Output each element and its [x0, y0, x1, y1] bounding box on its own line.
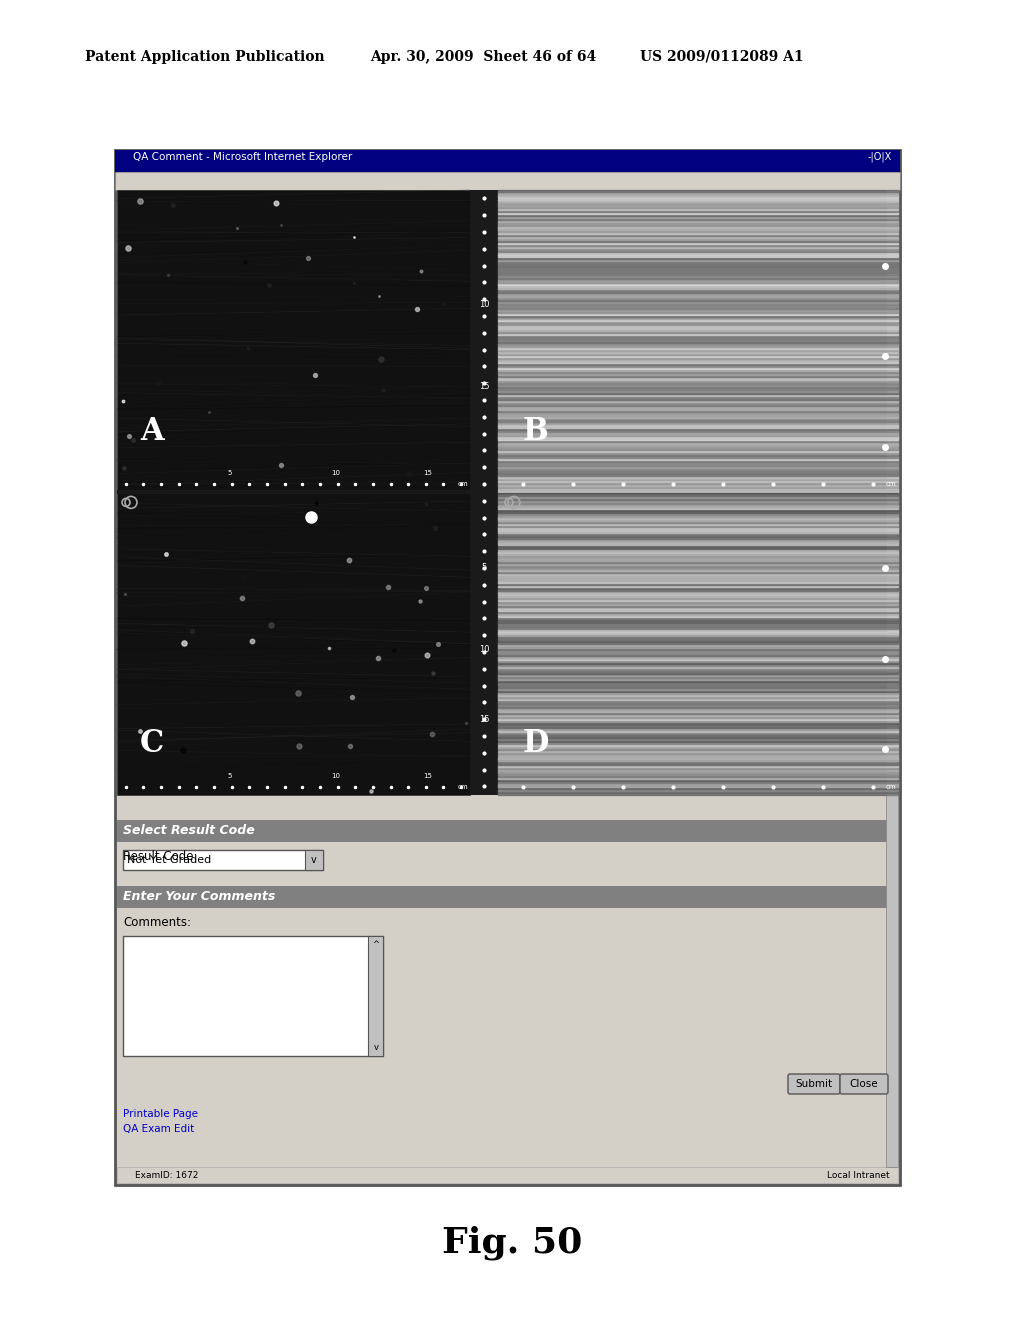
FancyBboxPatch shape — [840, 1074, 888, 1094]
Text: Submit: Submit — [796, 1078, 833, 1089]
Bar — [886, 190, 898, 1167]
Text: cm: cm — [458, 784, 468, 789]
Bar — [117, 886, 898, 908]
Bar — [368, 936, 383, 1056]
Text: A: A — [140, 416, 164, 447]
Text: Select Result Code: Select Result Code — [123, 825, 255, 837]
Bar — [115, 172, 900, 190]
Text: 15: 15 — [478, 714, 489, 723]
Text: 5: 5 — [227, 470, 232, 477]
Text: 5: 5 — [227, 772, 232, 779]
Text: C: C — [140, 727, 164, 759]
Bar — [117, 820, 898, 842]
Text: QA Exam Edit: QA Exam Edit — [123, 1125, 195, 1134]
Text: 15: 15 — [478, 381, 489, 391]
Text: v: v — [311, 855, 316, 865]
Bar — [498, 190, 898, 492]
Bar — [123, 850, 323, 870]
Text: Printable Page: Printable Page — [123, 1109, 198, 1119]
Bar — [115, 150, 900, 172]
Text: cm: cm — [886, 784, 896, 789]
Bar — [117, 492, 470, 795]
Text: 15: 15 — [423, 772, 432, 779]
Text: Local Intranet: Local Intranet — [827, 1171, 890, 1180]
Text: 10: 10 — [478, 301, 489, 309]
Text: 10: 10 — [332, 470, 340, 477]
Text: ExamID: 1672: ExamID: 1672 — [135, 1171, 199, 1180]
Text: -|O|X: -|O|X — [867, 152, 892, 162]
Text: Result Code:: Result Code: — [123, 850, 198, 862]
Bar — [123, 936, 383, 1056]
Text: v: v — [374, 1043, 379, 1052]
Text: Apr. 30, 2009  Sheet 46 of 64: Apr. 30, 2009 Sheet 46 of 64 — [370, 50, 596, 63]
Text: US 2009/0112089 A1: US 2009/0112089 A1 — [640, 50, 804, 63]
Text: D: D — [523, 727, 549, 759]
Text: QA Comment - Microsoft Internet Explorer: QA Comment - Microsoft Internet Explorer — [133, 152, 352, 162]
Text: 10: 10 — [478, 645, 489, 655]
Text: Fig. 50: Fig. 50 — [441, 1225, 583, 1259]
Bar — [115, 150, 900, 1185]
Text: cm: cm — [458, 482, 468, 487]
Bar — [305, 850, 323, 870]
Text: 15: 15 — [423, 470, 432, 477]
Bar — [498, 492, 898, 795]
Bar — [470, 190, 498, 795]
Bar — [117, 491, 898, 495]
Text: Enter Your Comments: Enter Your Comments — [123, 891, 275, 903]
Bar — [117, 1167, 898, 1183]
Text: Patent Application Publication: Patent Application Publication — [85, 50, 325, 63]
Text: B: B — [523, 416, 549, 447]
Text: Comments:: Comments: — [123, 916, 191, 928]
FancyBboxPatch shape — [788, 1074, 840, 1094]
Text: Not Yet Graded: Not Yet Graded — [127, 855, 211, 865]
Text: cm: cm — [886, 482, 896, 487]
Bar — [117, 190, 470, 492]
Text: 5: 5 — [481, 564, 486, 573]
Text: Close: Close — [850, 1078, 879, 1089]
Text: 10: 10 — [332, 772, 340, 779]
Text: ^: ^ — [373, 940, 380, 949]
